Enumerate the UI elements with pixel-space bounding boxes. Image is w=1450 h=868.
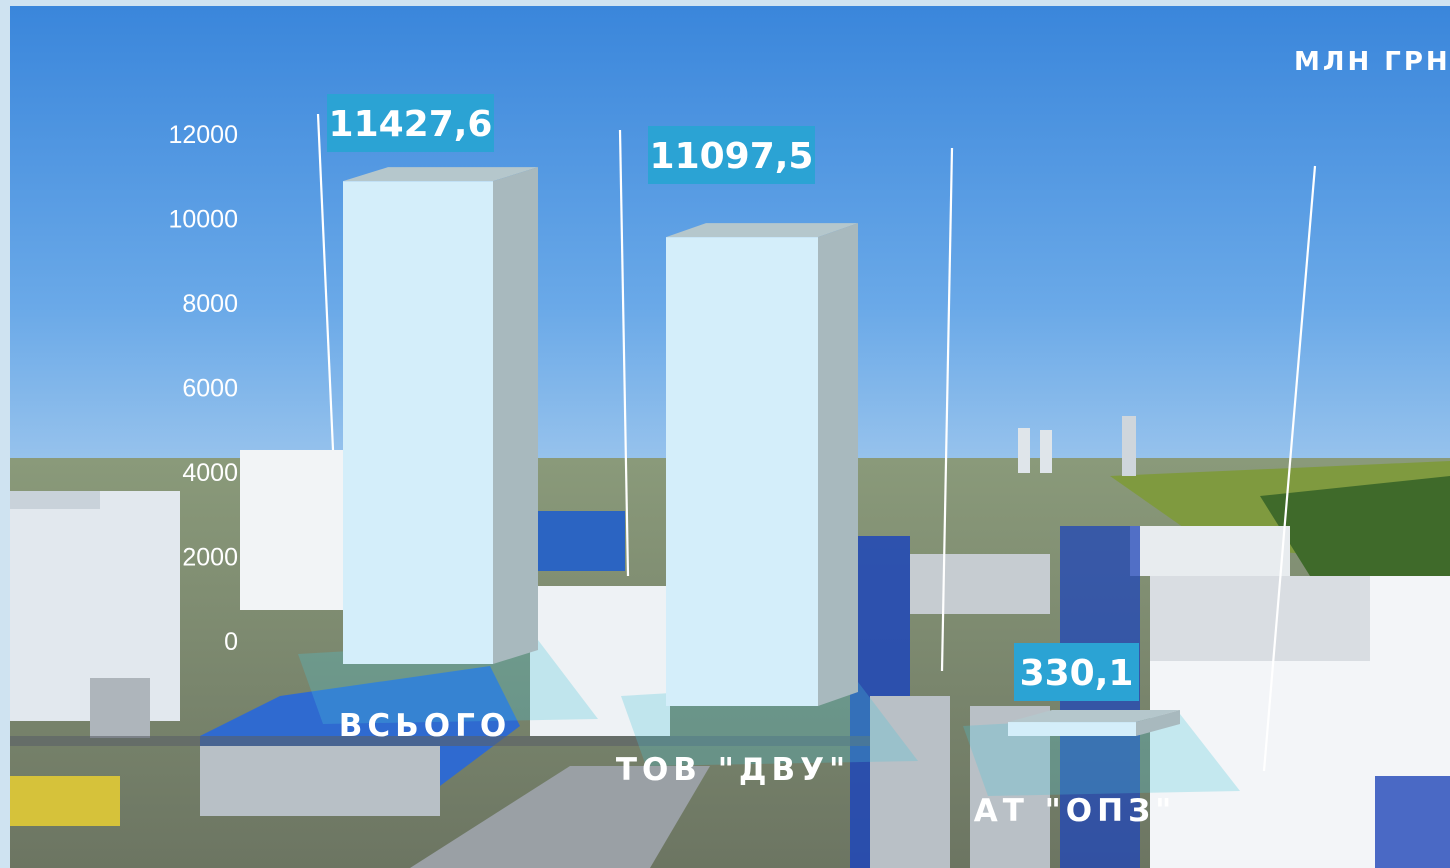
value-label-box xyxy=(327,94,494,152)
bar-top xyxy=(343,167,538,182)
building-left-roof xyxy=(10,491,100,509)
trees xyxy=(1260,476,1450,596)
category-label: АТ "ОПЗ" xyxy=(974,793,1177,829)
stack-3 xyxy=(1122,416,1136,476)
bar xyxy=(298,167,598,724)
y-tick-label: 6000 xyxy=(182,375,238,403)
unit-label: МЛН ГРН xyxy=(1294,47,1450,77)
leader-line xyxy=(618,129,630,577)
bar-front xyxy=(666,237,818,707)
bars xyxy=(298,167,1240,796)
building-mid xyxy=(530,586,670,736)
value-label: 11427,6 xyxy=(327,94,494,152)
labels: 11427,6 ВСЬОГО 11097,5 ТОВ "ДВУ" 330,1 АТ "ОП… xyxy=(327,94,1177,829)
value-label-text: 11427,6 xyxy=(329,104,493,145)
bar-front xyxy=(1008,722,1136,736)
pipe-rack xyxy=(10,736,870,746)
bar-front xyxy=(343,181,493,664)
bar-side xyxy=(1136,710,1180,736)
bar-side xyxy=(818,223,858,707)
silo-1 xyxy=(870,696,950,868)
y-tick-label: 8000 xyxy=(182,290,238,318)
value-label-text: 330,1 xyxy=(1020,653,1134,694)
y-tick-label: 10000 xyxy=(168,206,238,234)
yellow-unit xyxy=(10,776,120,826)
value-label-text: 11097,5 xyxy=(650,136,814,177)
bar-top xyxy=(666,223,858,238)
tank xyxy=(90,678,150,738)
leader-line xyxy=(940,147,954,672)
blue-roof-mid xyxy=(535,511,625,571)
y-tick-label: 0 xyxy=(224,628,238,656)
building-tower xyxy=(240,450,350,610)
leader-line xyxy=(1262,165,1317,772)
bar-chart: 0 2000 4000 6000 8000 10000 12000 11427,6 ВСЬОГ… xyxy=(10,6,1450,868)
bar xyxy=(621,223,918,766)
building-roof-center xyxy=(910,554,1050,614)
stack-2 xyxy=(1040,430,1052,473)
category-label: ТОВ "ДВУ" xyxy=(616,752,850,788)
building-right-roof xyxy=(1150,576,1370,661)
bar xyxy=(963,710,1240,796)
value-label: 11097,5 xyxy=(648,126,815,184)
road xyxy=(410,766,710,868)
y-tick-label: 2000 xyxy=(182,544,238,572)
chart-scene: 0 2000 4000 6000 8000 10000 12000 11427,6 ВСЬОГ… xyxy=(10,6,1450,868)
value-label-box xyxy=(648,126,815,184)
warehouse-wall xyxy=(200,746,440,816)
leader-line xyxy=(316,113,335,451)
bar-side xyxy=(493,167,538,664)
steel-frame-3 xyxy=(1375,776,1450,868)
stack-1 xyxy=(1018,428,1030,473)
building-right-top xyxy=(1130,526,1290,576)
value-label-box xyxy=(1014,643,1139,701)
bar-top xyxy=(1008,710,1180,723)
y-tick-label: 12000 xyxy=(168,121,238,149)
value-label: 330,1 xyxy=(1014,643,1139,701)
category-label: ВСЬОГО xyxy=(339,708,511,744)
leader-lines xyxy=(316,113,1317,772)
y-tick-label: 4000 xyxy=(182,459,238,487)
y-axis: 0 2000 4000 6000 8000 10000 12000 xyxy=(168,121,238,656)
